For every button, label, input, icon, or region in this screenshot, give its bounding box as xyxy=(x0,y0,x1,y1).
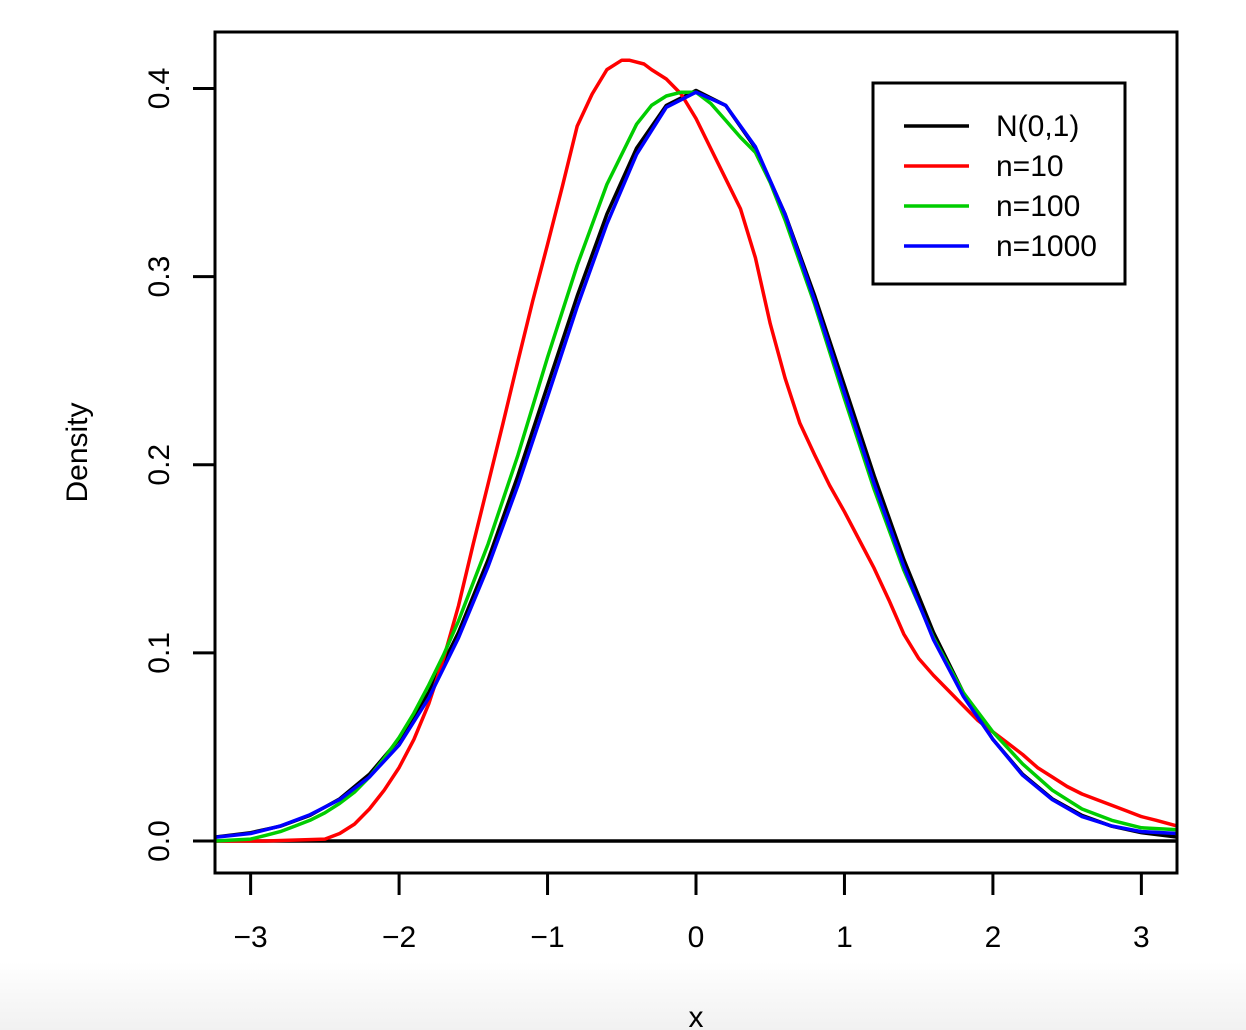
legend: N(0,1) n=10 n=100 n=1000 xyxy=(871,81,1127,286)
y-tick-label: 0.0 xyxy=(143,820,176,862)
series-layer xyxy=(216,58,1176,843)
axes-layer: −3 −2 −1 0 1 2 3 0.0 0.1 0.2 0.3 0.4 xyxy=(143,68,1150,954)
y-tick-label: 0.1 xyxy=(143,632,176,674)
y-tick-label: 0.2 xyxy=(143,444,176,486)
series-clip-group xyxy=(216,58,1176,843)
x-tick-label: 1 xyxy=(836,921,853,954)
legend-label: n=100 xyxy=(996,190,1080,223)
plot-frame xyxy=(213,30,1179,875)
x-tick-label: 3 xyxy=(1133,921,1150,954)
legend-label: n=1000 xyxy=(996,230,1097,263)
legend-label: N(0,1) xyxy=(996,110,1079,143)
y-axis-title: Density xyxy=(61,402,94,502)
legend-box xyxy=(871,81,1127,286)
legend-label: n=10 xyxy=(996,150,1064,183)
x-tick-label: −3 xyxy=(234,921,268,954)
x-axis-title: x xyxy=(689,1001,704,1030)
y-tick-label: 0.3 xyxy=(143,256,176,298)
y-tick-label: 0.4 xyxy=(143,68,176,110)
x-tick-label: 2 xyxy=(985,921,1002,954)
x-tick-label: −1 xyxy=(530,921,564,954)
x-tick-label: −2 xyxy=(382,921,416,954)
series-line-4 xyxy=(216,90,1176,839)
x-tick-label: 0 xyxy=(688,921,705,954)
page-footer-band xyxy=(0,962,1246,1030)
